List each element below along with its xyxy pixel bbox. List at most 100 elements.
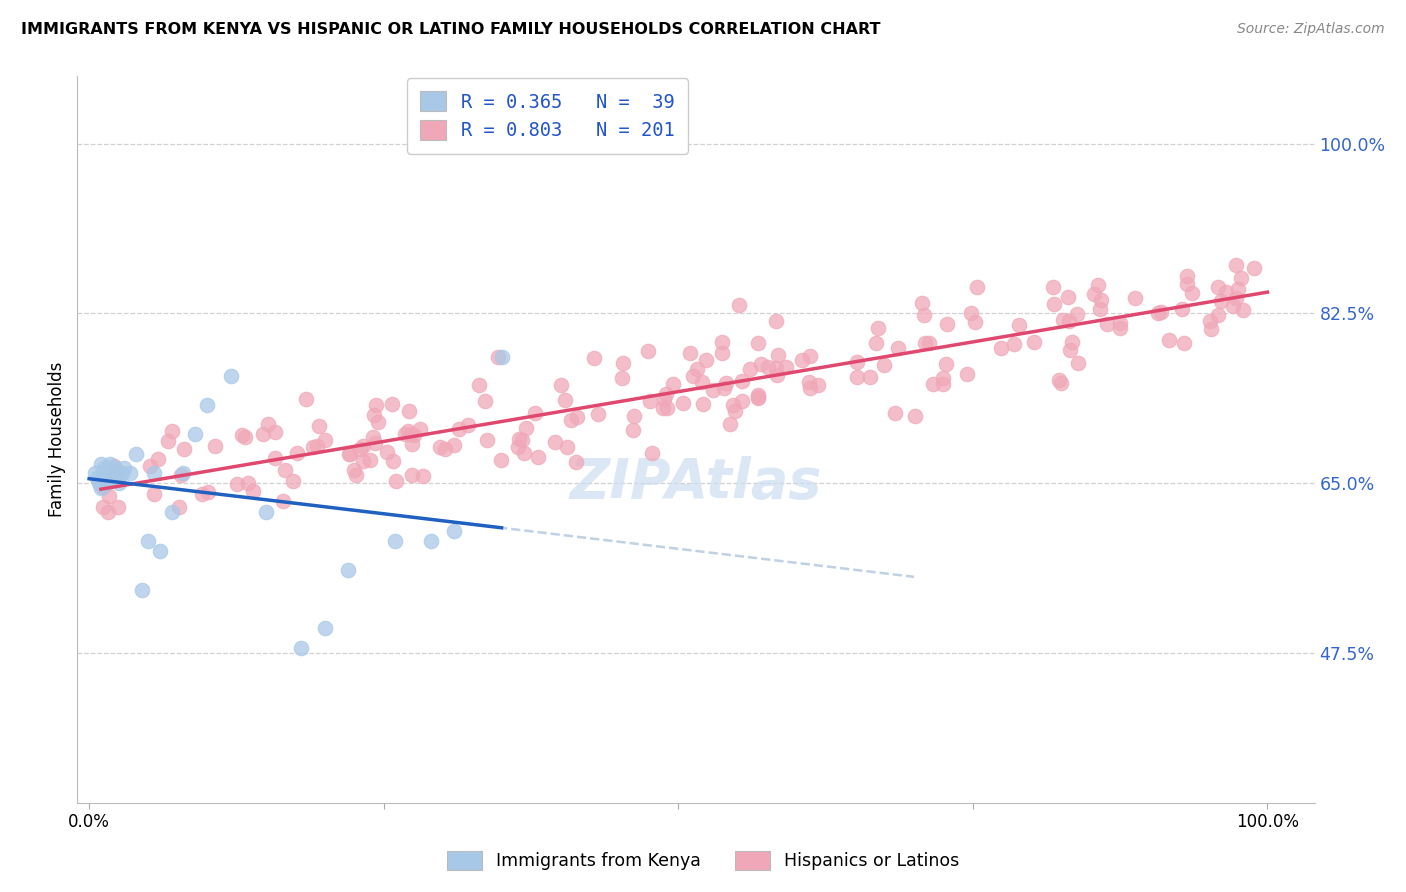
- Point: [582, 351, 605, 366]
- Point: [364, 435, 387, 450]
- Point: [257, 417, 280, 431]
- Point: [91, 467, 114, 481]
- Point: [101, 467, 124, 481]
- Point: [396, 424, 419, 438]
- Point: [716, 376, 738, 391]
- Point: [1175, 277, 1198, 292]
- Point: [363, 408, 385, 422]
- Point: [412, 468, 434, 483]
- Point: [721, 398, 744, 412]
- Point: [364, 398, 387, 412]
- Point: [91, 480, 114, 494]
- Point: [97, 506, 120, 520]
- Point: [718, 417, 741, 431]
- Point: [131, 582, 153, 597]
- Point: [285, 446, 308, 460]
- Point: [359, 453, 381, 467]
- Point: [747, 390, 769, 404]
- Point: [775, 360, 797, 375]
- Text: Source: ZipAtlas.com: Source: ZipAtlas.com: [1237, 22, 1385, 37]
- Point: [740, 361, 762, 376]
- Point: [918, 336, 941, 351]
- Point: [749, 357, 772, 371]
- Point: [457, 418, 479, 433]
- Point: [352, 439, 374, 453]
- Point: [747, 388, 769, 402]
- Point: [1173, 336, 1195, 351]
- Point: [90, 457, 112, 471]
- Point: [641, 446, 664, 460]
- Point: [97, 489, 120, 503]
- Point: [713, 381, 735, 395]
- Point: [747, 392, 769, 406]
- Point: [429, 440, 451, 454]
- Point: [904, 409, 927, 423]
- Point: [731, 375, 754, 389]
- Point: [156, 434, 179, 448]
- Point: [172, 467, 194, 481]
- Point: [873, 358, 896, 372]
- Point: [1057, 290, 1080, 304]
- Point: [231, 428, 253, 442]
- Point: [1004, 336, 1026, 351]
- Point: [242, 484, 264, 499]
- Point: [447, 422, 470, 436]
- Point: [932, 370, 955, 384]
- Point: [1225, 258, 1247, 272]
- Point: [107, 475, 129, 490]
- Point: [352, 454, 374, 468]
- Point: [111, 467, 134, 481]
- Point: [1062, 334, 1084, 349]
- Point: [1159, 333, 1181, 347]
- Point: [912, 309, 935, 323]
- Point: [1057, 314, 1080, 328]
- Point: [1226, 282, 1249, 296]
- Point: [143, 487, 166, 501]
- Point: [756, 359, 779, 374]
- Point: [98, 457, 121, 471]
- Point: [883, 405, 905, 419]
- Point: [1108, 321, 1130, 335]
- Point: [1199, 322, 1222, 336]
- Point: [401, 468, 423, 483]
- Point: [692, 397, 714, 411]
- Point: [845, 370, 868, 384]
- Point: [1087, 278, 1109, 293]
- Point: [990, 341, 1012, 355]
- Point: [367, 416, 389, 430]
- Point: [506, 440, 529, 454]
- Point: [344, 468, 367, 483]
- Point: [314, 621, 336, 635]
- Point: [361, 430, 384, 444]
- Point: [1047, 374, 1070, 388]
- Point: [765, 314, 787, 328]
- Point: [120, 467, 142, 481]
- Point: [690, 375, 713, 389]
- Y-axis label: Family Households: Family Households: [48, 361, 66, 517]
- Point: [195, 398, 218, 412]
- Point: [655, 387, 678, 401]
- Point: [1083, 286, 1105, 301]
- Point: [226, 477, 249, 491]
- Point: [142, 467, 165, 481]
- Legend: R = 0.365   N =  39, R = 0.803   N = 201: R = 0.365 N = 39, R = 0.803 N = 201: [406, 78, 688, 153]
- Point: [274, 463, 297, 477]
- Point: [662, 377, 685, 392]
- Point: [398, 403, 420, 417]
- Point: [486, 350, 509, 364]
- Point: [385, 474, 408, 488]
- Point: [621, 423, 644, 437]
- Point: [191, 487, 214, 501]
- Point: [302, 440, 325, 454]
- Point: [84, 467, 107, 481]
- Point: [565, 455, 588, 469]
- Point: [114, 461, 136, 475]
- Point: [184, 427, 207, 442]
- Point: [107, 467, 129, 481]
- Point: [443, 438, 465, 452]
- Point: [263, 451, 285, 466]
- Point: [651, 401, 673, 415]
- Point: [91, 500, 114, 514]
- Point: [1008, 318, 1031, 333]
- Point: [339, 448, 361, 462]
